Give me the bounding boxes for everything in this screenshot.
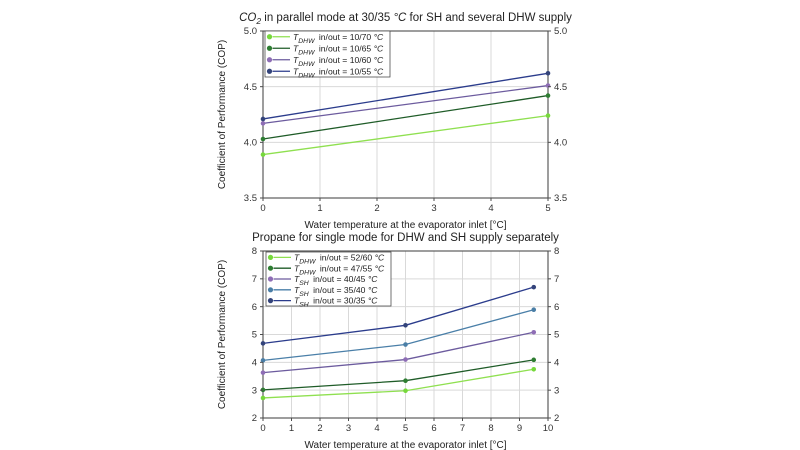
svg-text:5: 5 — [554, 330, 559, 341]
svg-text:7: 7 — [252, 274, 257, 285]
svg-text:8: 8 — [488, 423, 493, 434]
svg-text:8: 8 — [554, 246, 559, 257]
svg-text:Coefficient of Performance (CO: Coefficient of Performance (COP) — [217, 260, 228, 409]
svg-text:0: 0 — [260, 203, 265, 214]
svg-text:10: 10 — [543, 423, 554, 434]
svg-text:6: 6 — [252, 302, 257, 313]
svg-text:7: 7 — [554, 274, 559, 285]
svg-text:3: 3 — [431, 203, 436, 214]
svg-text:Propane for single mode for DH: Propane for single mode for DHW and SH s… — [252, 232, 559, 244]
svg-text:CO2 in parallel mode at 30/35: CO2 in parallel mode at 30/35 °C for SH … — [239, 12, 572, 26]
svg-text:Water temperature at the evapo: Water temperature at the evaporator inle… — [304, 440, 506, 450]
svg-text:3: 3 — [346, 423, 351, 434]
svg-text:6: 6 — [431, 423, 436, 434]
svg-text:2: 2 — [317, 423, 322, 434]
svg-text:Water temperature at the evapo: Water temperature at the evaporator inle… — [304, 220, 506, 231]
svg-text:7: 7 — [460, 423, 465, 434]
svg-text:2: 2 — [252, 413, 257, 424]
svg-text:5: 5 — [252, 330, 257, 341]
svg-text:5: 5 — [403, 423, 408, 434]
svg-text:5: 5 — [545, 203, 550, 214]
svg-text:3: 3 — [252, 385, 257, 396]
svg-text:3: 3 — [554, 385, 559, 396]
svg-text:8: 8 — [252, 246, 257, 257]
svg-text:1: 1 — [317, 203, 322, 214]
svg-text:4.5: 4.5 — [554, 82, 567, 93]
svg-text:6: 6 — [554, 302, 559, 313]
svg-text:4: 4 — [252, 358, 257, 369]
svg-text:9: 9 — [517, 423, 522, 434]
svg-text:4.0: 4.0 — [244, 138, 257, 149]
svg-text:5.0: 5.0 — [244, 26, 257, 37]
svg-text:3.5: 3.5 — [554, 193, 567, 204]
svg-text:4: 4 — [554, 358, 559, 369]
svg-text:2: 2 — [554, 413, 559, 424]
svg-text:1: 1 — [289, 423, 294, 434]
svg-text:3.5: 3.5 — [244, 193, 257, 204]
svg-text:4: 4 — [488, 203, 493, 214]
svg-text:4.5: 4.5 — [244, 82, 257, 93]
svg-text:5.0: 5.0 — [554, 26, 567, 37]
svg-text:4: 4 — [374, 423, 379, 434]
svg-text:2: 2 — [374, 203, 379, 214]
svg-text:0: 0 — [260, 423, 265, 434]
svg-text:4.0: 4.0 — [554, 138, 567, 149]
svg-text:Coefficient of Performance (CO: Coefficient of Performance (COP) — [217, 40, 228, 189]
